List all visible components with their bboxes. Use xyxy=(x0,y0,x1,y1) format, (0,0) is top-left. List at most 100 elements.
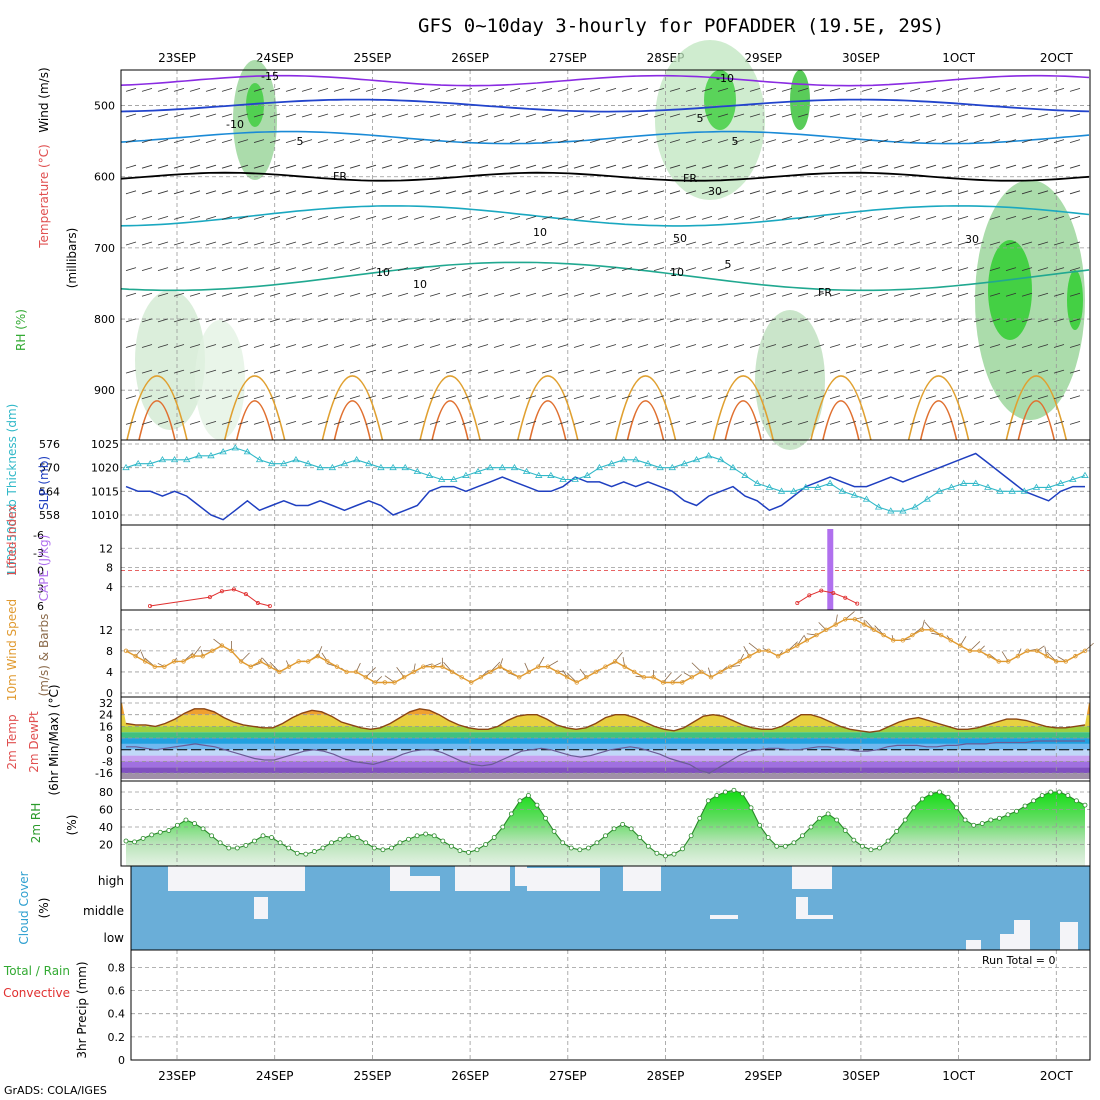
rh-marker xyxy=(748,805,754,811)
wind-barb xyxy=(909,87,921,92)
wind-barb xyxy=(573,267,585,272)
thickness-marker xyxy=(862,495,871,502)
wind-barb xyxy=(717,113,729,118)
date-label-bottom: 24SEP xyxy=(256,1069,294,1083)
panel-frame xyxy=(130,949,1091,1061)
wind-marker xyxy=(881,632,886,638)
wind-barb xyxy=(925,113,937,118)
thickness-marker xyxy=(122,463,130,471)
contour-line-hot xyxy=(333,400,372,441)
wind-barb xyxy=(365,667,376,678)
wind-barb xyxy=(413,113,425,118)
y-tick-label: 600 xyxy=(94,171,115,184)
wind-barb xyxy=(1053,318,1065,323)
wind-barb xyxy=(221,369,233,374)
wind-barb xyxy=(605,369,617,374)
wind-barb xyxy=(973,164,985,169)
wind-barb xyxy=(301,190,313,195)
wind-marker xyxy=(670,680,675,685)
thickness-marker xyxy=(425,471,434,478)
wind-barb xyxy=(429,344,441,348)
wind-barb xyxy=(365,190,377,195)
thickness-marker xyxy=(340,459,349,467)
wind-barb xyxy=(957,292,969,297)
wind-barb xyxy=(893,216,905,220)
y-axis-label-total-rain: Total / Rain xyxy=(3,964,70,978)
wind-barb xyxy=(493,369,505,374)
rh-marker xyxy=(791,840,797,846)
wind-marker xyxy=(996,659,1001,664)
wind-barb xyxy=(221,420,233,425)
temp-band xyxy=(121,738,1090,744)
wind-barb xyxy=(797,164,809,169)
wind-barb xyxy=(509,164,521,169)
wind-marker xyxy=(277,669,282,675)
rh-marker xyxy=(765,835,771,840)
wind-barb xyxy=(205,87,217,92)
wind-marker xyxy=(325,659,330,664)
y-tick-label: 0.2 xyxy=(108,1031,126,1044)
wind-marker xyxy=(775,653,781,659)
wind-marker xyxy=(334,664,340,669)
wind-barb xyxy=(221,292,233,297)
wind-barb xyxy=(365,164,377,169)
wind-barb xyxy=(733,164,745,169)
thickness-marker xyxy=(656,463,664,471)
thickness-marker xyxy=(765,483,774,490)
wind-barb xyxy=(941,87,953,92)
wind-barb xyxy=(989,87,1001,92)
wind-barb xyxy=(541,164,553,169)
wind-barb xyxy=(157,344,169,348)
wind-barb xyxy=(461,395,473,400)
wind-marker xyxy=(708,675,714,680)
wind-barb xyxy=(861,267,873,272)
thickness-marker xyxy=(959,479,968,486)
wind-barb xyxy=(445,190,457,195)
wind-barb xyxy=(285,216,297,220)
wind-barb xyxy=(765,292,777,297)
wind-barb xyxy=(733,139,745,143)
wind-barb xyxy=(637,369,649,374)
wind-barb xyxy=(941,216,953,220)
rh-marker xyxy=(1014,808,1019,814)
wind-barb xyxy=(333,267,345,272)
wind-barb xyxy=(797,87,809,92)
thickness-marker xyxy=(437,475,446,482)
wind-barb xyxy=(141,395,153,400)
wind-barb xyxy=(125,267,137,272)
wind-barb xyxy=(941,164,953,169)
wind-marker xyxy=(977,648,982,654)
wind-barb xyxy=(381,164,393,169)
thickness-marker xyxy=(219,448,227,455)
wind-barb xyxy=(957,139,969,143)
wind-marker xyxy=(689,675,695,680)
wind-barb xyxy=(429,369,441,374)
rh-marker xyxy=(209,833,215,839)
wind-marker xyxy=(430,664,436,669)
wind-barb xyxy=(925,344,937,348)
rh-marker xyxy=(508,811,514,817)
contour-line-hot xyxy=(919,400,958,441)
wind-barb xyxy=(285,113,297,118)
thickness-marker xyxy=(243,448,252,455)
wind-barb xyxy=(237,318,249,323)
wind-barb xyxy=(685,344,697,348)
date-label-bottom: 23SEP xyxy=(158,1069,196,1083)
wind-barb xyxy=(845,139,857,143)
wind-barb xyxy=(365,420,377,425)
wind-barb xyxy=(781,292,793,297)
wind-barb xyxy=(717,139,729,143)
wind-barb xyxy=(1053,113,1065,118)
wind-barb xyxy=(333,87,345,92)
rh-marker xyxy=(945,794,951,800)
wind-marker xyxy=(651,675,656,680)
wind-barb xyxy=(589,241,601,246)
y-tick-label-left: 570 xyxy=(39,462,60,475)
rh-marker xyxy=(123,838,129,844)
wind-barb xyxy=(989,241,1001,246)
wind-barb xyxy=(157,139,169,143)
thickness-marker xyxy=(850,491,859,498)
wind-marker xyxy=(852,617,858,622)
wind-barb xyxy=(317,420,329,425)
wind-barb xyxy=(477,420,489,425)
